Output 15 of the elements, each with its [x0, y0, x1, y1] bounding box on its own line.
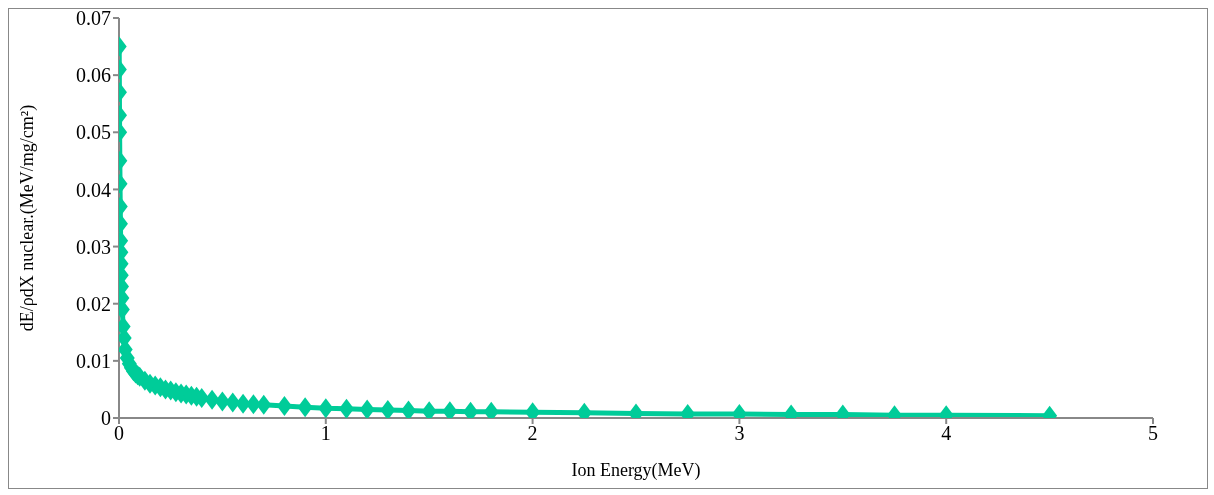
y-tick-label: 0.07 — [76, 7, 111, 30]
y-tick-label: 0 — [101, 407, 111, 430]
y-tick-label: 0.03 — [76, 235, 111, 258]
x-tick-label: 1 — [320, 422, 331, 445]
x-tick-label: 2 — [527, 422, 538, 445]
y-tick-label: 0.02 — [76, 292, 111, 315]
x-tick-label: 4 — [941, 422, 952, 445]
y-tick-label: 0.01 — [76, 349, 111, 372]
y-axis-title: dE/ρdX nuclear.(MeV/mg/cm²) — [17, 104, 39, 332]
y-tick-label: 0.06 — [76, 64, 111, 87]
y-tick-label: 0.05 — [76, 121, 111, 144]
y-tick-label: 0.04 — [76, 178, 111, 201]
x-axis-title: Ion Energy(MeV) — [571, 460, 701, 481]
x-tick-label: 3 — [734, 422, 745, 445]
x-tick-label: 5 — [1148, 422, 1158, 445]
